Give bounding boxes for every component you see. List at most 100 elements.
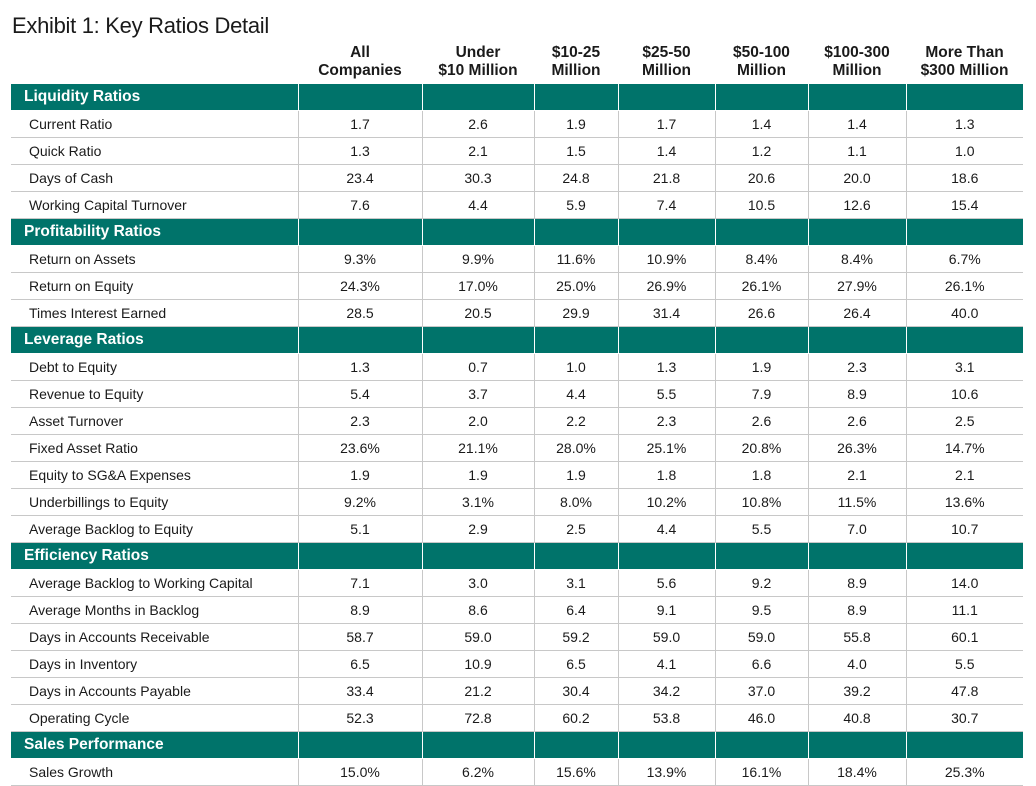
value-cell: 7.1 xyxy=(297,569,422,597)
value-cell: 7.0 xyxy=(807,515,906,543)
section-header-cell xyxy=(533,326,618,354)
value-cell: 1.3 xyxy=(905,110,1023,138)
value-cell: 1.4 xyxy=(714,110,808,138)
value-cell: 8.0% xyxy=(533,488,618,516)
value-cell: 11.6% xyxy=(533,245,618,273)
section-header-cell xyxy=(807,84,906,111)
value-cell: 1.9 xyxy=(714,353,808,381)
value-cell: 1.4 xyxy=(617,137,715,165)
section-header-cell xyxy=(421,326,534,354)
value-cell: 1.0 xyxy=(533,353,618,381)
value-cell: 5.5 xyxy=(714,515,808,543)
column-header-line1: More Than xyxy=(925,44,1004,61)
value-cell: 20.0 xyxy=(807,164,906,192)
value-cell: 60.1 xyxy=(905,623,1023,651)
value-cell: 53.8 xyxy=(617,704,715,732)
value-cell: 6.4 xyxy=(533,596,618,624)
value-cell: 7.4 xyxy=(617,191,715,219)
value-cell: 1.9 xyxy=(421,461,534,489)
value-cell: 4.1 xyxy=(617,650,715,678)
value-cell: 8.9 xyxy=(807,380,906,408)
value-cell: 2.0 xyxy=(421,407,534,435)
value-cell: 59.0 xyxy=(714,623,808,651)
value-cell: 1.0 xyxy=(905,137,1023,165)
section-header-cell xyxy=(533,731,618,759)
value-cell: 12.6 xyxy=(807,191,906,219)
row-label: Working Capital Turnover xyxy=(11,191,298,219)
value-cell: 26.3% xyxy=(807,434,906,462)
section-header-cell xyxy=(714,326,808,354)
value-cell: 23.6% xyxy=(297,434,422,462)
section-header-cell xyxy=(714,218,808,246)
value-cell: 8.9 xyxy=(807,596,906,624)
section-header-cell xyxy=(905,218,1023,246)
column-header-line2: Million xyxy=(551,62,601,79)
value-cell: 30.7 xyxy=(905,704,1023,732)
row-label: Days in Accounts Receivable xyxy=(11,623,298,651)
column-header: Under $10 Million xyxy=(422,44,534,84)
column-header-line1: $10-25 xyxy=(551,44,601,61)
section-header-cell xyxy=(297,326,422,354)
value-cell: 2.3 xyxy=(807,353,906,381)
value-cell: 29.9 xyxy=(533,299,618,327)
column-header-line2: Million xyxy=(736,62,787,79)
value-cell: 9.1 xyxy=(617,596,715,624)
table-row: Sales Growth 15.0% 6.2% 15.6% 13.9% 16.1% 18.4… xyxy=(11,758,1023,786)
section-header-cell xyxy=(617,542,715,570)
value-cell: 59.2 xyxy=(533,623,618,651)
row-label: Return on Equity xyxy=(11,272,298,300)
column-header-line1: Under xyxy=(455,44,501,61)
value-cell: 24.3% xyxy=(297,272,422,300)
value-cell: 10.7 xyxy=(905,515,1023,543)
value-cell: 6.5 xyxy=(297,650,422,678)
table-row: Debt to Equity 1.3 0.7 1.0 1.3 1.9 2.3 3.1 xyxy=(11,353,1023,381)
value-cell: 27.9% xyxy=(807,272,906,300)
value-cell: 0.7 xyxy=(421,353,534,381)
column-header-line2: Million xyxy=(832,62,882,79)
value-cell: 25.3% xyxy=(905,758,1023,786)
value-cell: 2.5 xyxy=(533,515,618,543)
value-cell: 21.1% xyxy=(421,434,534,462)
value-cell: 10.9% xyxy=(617,245,715,273)
row-label: Days in Accounts Payable xyxy=(11,677,298,705)
row-label: Revenue to Equity xyxy=(11,380,298,408)
value-cell: 13.6% xyxy=(905,488,1023,516)
table-row: Average Months in Backlog 8.9 8.6 6.4 9.1 9.5… xyxy=(11,596,1023,624)
row-label: Return on Assets xyxy=(11,245,298,273)
section-header-cell xyxy=(905,84,1023,111)
column-header: More Than $300 Million xyxy=(906,44,1023,84)
section-header-cell xyxy=(905,731,1023,759)
section-header-cell xyxy=(421,731,534,759)
table-row: Fixed Asset Ratio 23.6% 21.1% 28.0% 25.1% 20.… xyxy=(11,434,1023,462)
value-cell: 59.0 xyxy=(421,623,534,651)
value-cell: 2.9 xyxy=(421,515,534,543)
row-label: Equity to SG&A Expenses xyxy=(11,461,298,489)
row-label: Quick Ratio xyxy=(11,137,298,165)
table-row: Days in Inventory 6.5 10.9 6.5 4.1 6.6 4.0 5.5 xyxy=(11,650,1023,678)
section-header-row: Profitability Ratios xyxy=(11,218,1023,246)
value-cell: 1.8 xyxy=(617,461,715,489)
value-cell: 3.0 xyxy=(421,569,534,597)
value-cell: 40.0 xyxy=(905,299,1023,327)
table-row: Average Backlog to Working Capital 7.1 3.0… xyxy=(11,569,1023,597)
section-title: Profitability Ratios xyxy=(11,218,298,246)
section-header-cell xyxy=(807,218,906,246)
value-cell: 33.4 xyxy=(297,677,422,705)
value-cell: 14.0 xyxy=(905,569,1023,597)
value-cell: 26.9% xyxy=(617,272,715,300)
column-header-line2: Million xyxy=(641,62,692,79)
section-header-cell xyxy=(617,731,715,759)
value-cell: 31.4 xyxy=(617,299,715,327)
section-header-cell xyxy=(297,218,422,246)
section-header-cell xyxy=(714,542,808,570)
section-header-row: Liquidity Ratios xyxy=(11,84,1023,111)
value-cell: 26.1% xyxy=(905,272,1023,300)
section-title: Liquidity Ratios xyxy=(11,84,298,111)
section-header-cell xyxy=(617,326,715,354)
value-cell: 5.9 xyxy=(533,191,618,219)
column-header: $10-25 Million xyxy=(534,44,618,84)
value-cell: 21.8 xyxy=(617,164,715,192)
table-row: Equity to SG&A Expenses 1.9 1.9 1.9 1.8 1.8 2.… xyxy=(11,461,1023,489)
column-header-line2: $10 Million xyxy=(438,62,518,79)
value-cell: 7.6 xyxy=(297,191,422,219)
